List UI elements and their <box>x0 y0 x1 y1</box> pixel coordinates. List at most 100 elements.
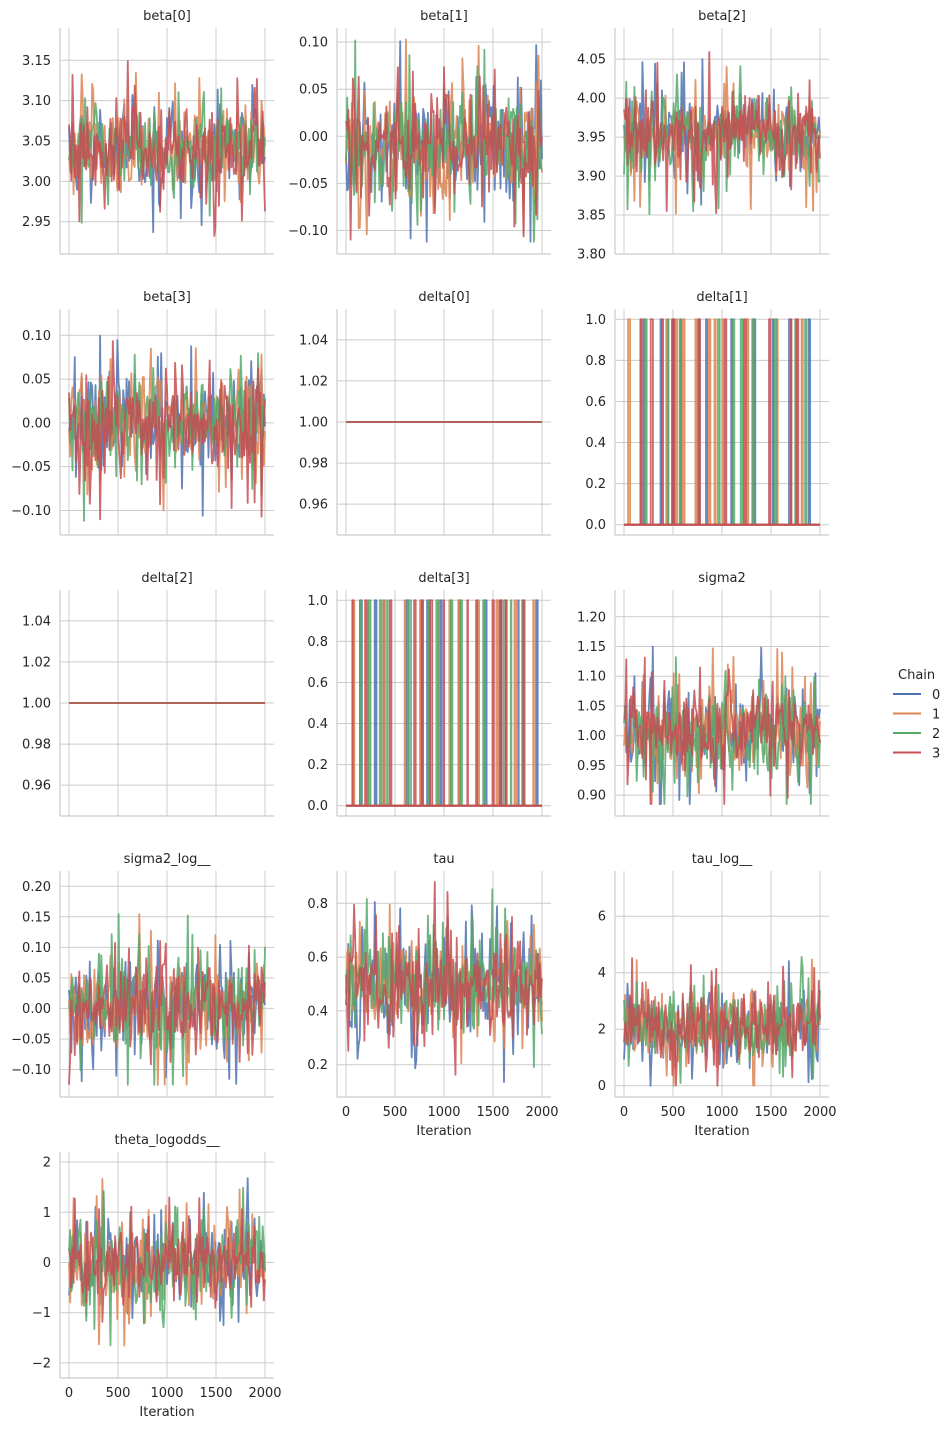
facet-title: tau_log__ <box>692 852 753 867</box>
y-tick-label: 0.6 <box>307 951 328 966</box>
legend-label: 1 <box>932 708 940 723</box>
trace-lines <box>623 51 821 216</box>
facet-sigma2-log--: −0.10 −0.05 0.00 0.05 0.10 0.15 0.20 sigma2_log… <box>11 852 274 1098</box>
y-tick-label: −0.10 <box>11 504 51 519</box>
x-tick-label: 1000 <box>150 1386 183 1401</box>
x-axis-label: Iteration <box>694 1124 749 1139</box>
y-tick-label: 1.00 <box>299 416 328 431</box>
y-tick-label: −0.05 <box>11 1032 51 1047</box>
y-tick-label: 0.00 <box>22 416 51 431</box>
facet-tau-log--: 0 2 4 6 tau_log__ 0 500 1000 1500 2000 Iteration <box>598 852 837 1139</box>
y-tick-label: 0.2 <box>585 477 606 492</box>
y-tick-label: 3.00 <box>22 175 51 190</box>
facet-title: delta[3] <box>418 571 469 586</box>
y-tick-label: 0.0 <box>307 799 328 814</box>
y-tick-label: 0.10 <box>22 329 51 344</box>
y-tick-label: 3.95 <box>577 131 606 146</box>
trace-chain-2 <box>68 1186 266 1347</box>
y-tick-label: 1.15 <box>577 640 606 655</box>
trace-chain-3 <box>623 656 821 805</box>
trace-lines <box>68 1177 266 1347</box>
x-axis-label: Iteration <box>139 1405 194 1420</box>
y-tick-label: 0.15 <box>22 910 51 925</box>
y-tick-label: 1.04 <box>299 333 328 348</box>
x-tick-label: 2000 <box>803 1105 836 1120</box>
y-tick-label: 0.4 <box>585 436 606 451</box>
y-tick-label: 4 <box>598 966 606 981</box>
trace-lines <box>345 38 543 243</box>
x-tick-label: 1500 <box>476 1105 509 1120</box>
trace-chain-3 <box>68 340 266 521</box>
trace-chain-2 <box>624 318 820 526</box>
y-tick-label: 0.05 <box>299 83 328 98</box>
y-tick-label: 1.0 <box>585 313 606 328</box>
y-tick-label: 1.20 <box>577 610 606 625</box>
legend-title: Chain <box>898 668 935 683</box>
facet-title: beta[0] <box>143 9 191 24</box>
y-tick-label: −0.05 <box>288 177 328 192</box>
trace-lines <box>624 318 820 526</box>
x-tick-label: 0 <box>65 1386 73 1401</box>
y-tick-label: 0.05 <box>22 373 51 388</box>
y-tick-label: 0 <box>598 1079 606 1094</box>
y-tick-label: 3.85 <box>577 209 606 224</box>
y-tick-label: −0.10 <box>288 224 328 239</box>
facet-title: tau <box>433 852 454 867</box>
y-tick-label: 0.05 <box>22 971 51 986</box>
facet-title: beta[2] <box>698 9 746 24</box>
legend-label: 0 <box>932 688 940 703</box>
facet-title: delta[0] <box>418 290 469 305</box>
y-tick-label: 2.95 <box>22 215 51 230</box>
legend: Chain 0 1 2 3 <box>893 668 940 762</box>
legend-label: 3 <box>932 747 940 762</box>
y-tick-label: 1.02 <box>299 374 328 389</box>
legend-label: 2 <box>932 727 940 742</box>
trace-lines <box>68 60 266 237</box>
facet-sigma2: 0.90 0.95 1.00 1.05 1.10 1.15 1.20 sigma2 <box>577 571 829 817</box>
trace-chain-3 <box>623 51 821 215</box>
trace-chain-3 <box>345 66 543 241</box>
y-tick-label: 3.10 <box>22 94 51 109</box>
trace-chain-3 <box>345 881 543 1076</box>
y-tick-label: 1 <box>43 1206 51 1221</box>
trace-lines <box>345 881 543 1083</box>
x-tick-label: 1000 <box>427 1105 460 1120</box>
facet-title: delta[1] <box>696 290 747 305</box>
y-tick-label: 0.8 <box>585 354 606 369</box>
y-tick-label: −1 <box>32 1306 51 1321</box>
y-tick-label: 1.10 <box>577 670 606 685</box>
y-tick-label: 6 <box>598 910 606 925</box>
y-tick-label: 0.8 <box>307 635 328 650</box>
y-tick-label: 2 <box>43 1156 51 1171</box>
facet-delta-1-: 0.0 0.2 0.4 0.6 0.8 1.0 delta[1] <box>585 290 829 536</box>
facet-title: beta[1] <box>420 9 468 24</box>
y-tick-label: 0.98 <box>299 457 328 472</box>
facet-delta-2-: 0.96 0.98 1.00 1.02 1.04 delta[2] <box>22 571 274 817</box>
y-tick-label: 0.90 <box>577 789 606 804</box>
y-tick-label: 0.20 <box>22 880 51 895</box>
y-tick-label: 0.4 <box>307 1004 328 1019</box>
y-tick-label: 0.96 <box>22 779 51 794</box>
trace-chain-3 <box>68 940 266 1085</box>
trace-chain-0 <box>346 599 542 807</box>
trace-lines <box>623 956 821 1087</box>
y-tick-label: 1.02 <box>22 655 51 670</box>
x-axis-label: Iteration <box>416 1124 471 1139</box>
y-tick-label: 1.04 <box>22 614 51 629</box>
facet-delta-3-: 0.0 0.2 0.4 0.6 0.8 1.0 delta[3] <box>307 571 551 817</box>
y-tick-label: 4.00 <box>577 92 606 107</box>
y-tick-label: 3.15 <box>22 54 51 69</box>
y-tick-label: −0.05 <box>11 460 51 475</box>
y-tick-label: 0.2 <box>307 758 328 773</box>
facet-tau: 0.2 0.4 0.6 0.8 tau 0 500 1000 1500 2000 Iteration <box>307 852 558 1139</box>
facet-beta-1-: −0.10 −0.05 0.00 0.05 0.10 beta[1] <box>288 9 551 255</box>
y-tick-label: 0.10 <box>22 941 51 956</box>
y-tick-label: 0.95 <box>577 759 606 774</box>
trace-chain-2 <box>345 888 543 1068</box>
x-tick-label: 500 <box>383 1105 408 1120</box>
facet-title: theta_logodds__ <box>115 1133 220 1148</box>
x-tick-label: 1000 <box>705 1105 738 1120</box>
y-tick-label: 0.2 <box>307 1058 328 1073</box>
